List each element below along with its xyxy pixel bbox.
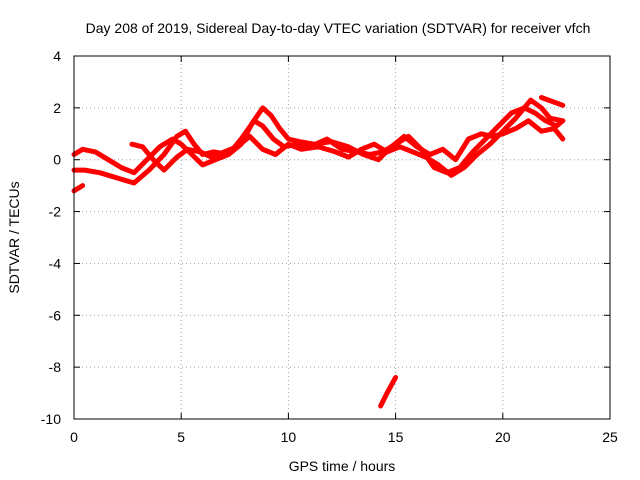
series-track-c (129, 97, 566, 178)
x-axis-label: GPS time / hours (289, 458, 396, 474)
y-tick-label: -8 (49, 359, 62, 375)
y-axis-label: SDTVAR / TECUs (6, 181, 22, 293)
x-tick-label: 25 (602, 429, 618, 445)
grid (74, 56, 610, 419)
x-tick-label: 20 (495, 429, 511, 445)
chart-title: Day 208 of 2019, Sidereal Day-to-day VTE… (86, 20, 591, 36)
y-tick-label: -4 (49, 255, 62, 271)
x-tick-label: 15 (388, 429, 404, 445)
x-tick-label: 10 (281, 429, 297, 445)
series-track-b (71, 105, 566, 176)
series-outlier (378, 375, 399, 409)
series-layer (71, 95, 566, 409)
x-tick-label: 5 (177, 429, 185, 445)
y-tick-label: -2 (49, 204, 62, 220)
series-track-e (538, 95, 566, 108)
y-tick-label: 2 (53, 100, 61, 116)
y-tick-label: -6 (49, 307, 62, 323)
y-tick-label: 0 (53, 152, 61, 168)
plot-frame (73, 55, 611, 420)
y-tick-label: -10 (41, 411, 61, 427)
y-tick-label: 4 (53, 48, 61, 64)
x-tick-label: 0 (70, 429, 78, 445)
series-track-d (71, 183, 86, 194)
axes (73, 55, 611, 420)
